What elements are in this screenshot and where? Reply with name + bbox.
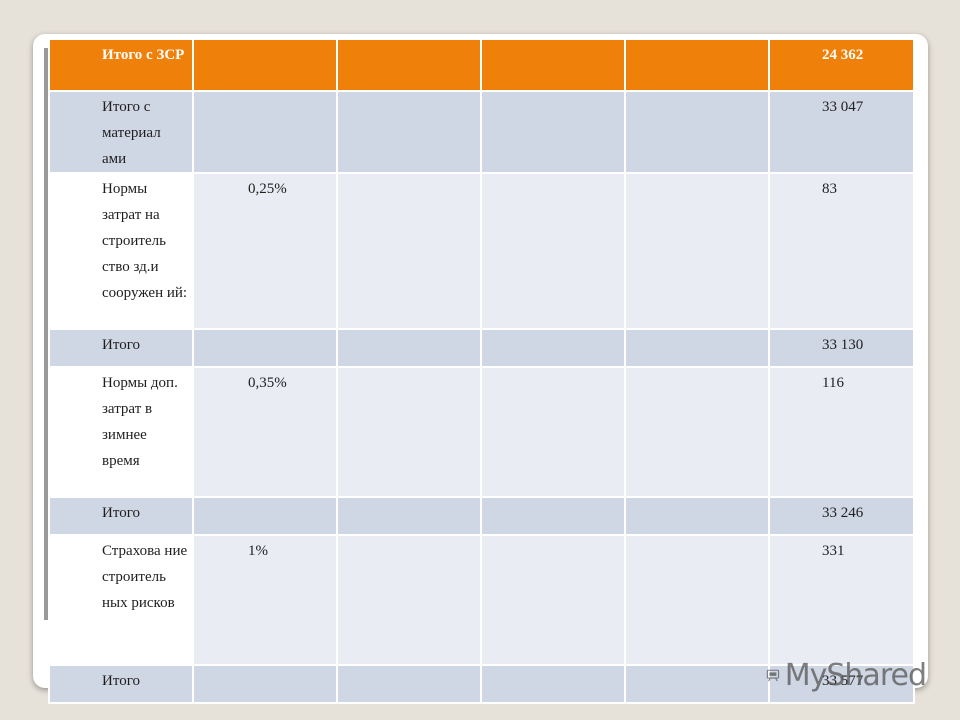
table-row: Нормы доп. затрат в зимнее время 0,35% 1… — [48, 366, 915, 498]
row-label: Итого — [48, 664, 194, 704]
row-value: 33 047 — [768, 90, 915, 174]
empty-cell — [624, 664, 770, 704]
table-row: Нормы затрат на строитель ство зд.и соор… — [48, 172, 915, 330]
row-value: 83 — [768, 172, 915, 330]
empty-cell — [336, 38, 482, 92]
row-label: Нормы доп. затрат в зимнее время — [48, 366, 194, 498]
empty-cell — [480, 172, 626, 330]
row-label: Итого с материал ами — [48, 90, 194, 174]
empty-cell — [336, 172, 482, 330]
estimate-table: Итого с ЗСР 24 362 Итого с материал ами … — [48, 38, 915, 704]
empty-cell — [480, 328, 626, 368]
table-row: Итого с ЗСР 24 362 — [48, 38, 915, 92]
empty-cell — [624, 172, 770, 330]
empty-cell — [480, 664, 626, 704]
empty-cell — [480, 534, 626, 666]
row-rate — [192, 328, 338, 368]
row-value: 24 362 — [768, 38, 915, 92]
row-value: 33 246 — [768, 496, 915, 536]
empty-cell — [336, 664, 482, 704]
row-value: 331 — [768, 534, 915, 666]
row-rate — [192, 496, 338, 536]
row-rate — [192, 38, 338, 92]
empty-cell — [336, 90, 482, 174]
empty-cell — [624, 90, 770, 174]
row-rate: 0,25% — [192, 172, 338, 330]
empty-cell — [480, 366, 626, 498]
empty-cell — [480, 38, 626, 92]
empty-cell — [624, 534, 770, 666]
watermark-logo: MyShared — [766, 656, 927, 694]
row-value: 33 130 — [768, 328, 915, 368]
empty-cell — [480, 496, 626, 536]
empty-cell — [336, 534, 482, 666]
row-rate — [192, 664, 338, 704]
empty-cell — [336, 496, 482, 536]
table-row: Итого с материал ами 33 047 — [48, 90, 915, 174]
row-label: Итого с ЗСР — [48, 38, 194, 92]
row-label: Итого — [48, 496, 194, 536]
empty-cell — [624, 496, 770, 536]
slide-side-bar — [44, 48, 52, 620]
table-row: Итого 33 577 — [48, 664, 915, 704]
row-rate — [192, 90, 338, 174]
table-row: Итого 33 246 — [48, 496, 915, 536]
row-label: Итого — [48, 328, 194, 368]
row-label: Нормы затрат на строитель ство зд.и соор… — [48, 172, 194, 330]
row-value: 33 577 — [768, 664, 915, 704]
table-row: Страхова ние строитель ных рисков 1% 331 — [48, 534, 915, 666]
row-rate: 0,35% — [192, 366, 338, 498]
empty-cell — [480, 90, 626, 174]
empty-cell — [624, 38, 770, 92]
watermark-text: MyShared — [784, 657, 927, 693]
row-value: 116 — [768, 366, 915, 498]
empty-cell — [624, 366, 770, 498]
row-rate: 1% — [192, 534, 338, 666]
empty-cell — [336, 328, 482, 368]
empty-cell — [624, 328, 770, 368]
empty-cell — [336, 366, 482, 498]
table-row: Итого 33 130 — [48, 328, 915, 368]
projector-icon — [766, 669, 780, 682]
row-label: Страхова ние строитель ных рисков — [48, 534, 194, 666]
